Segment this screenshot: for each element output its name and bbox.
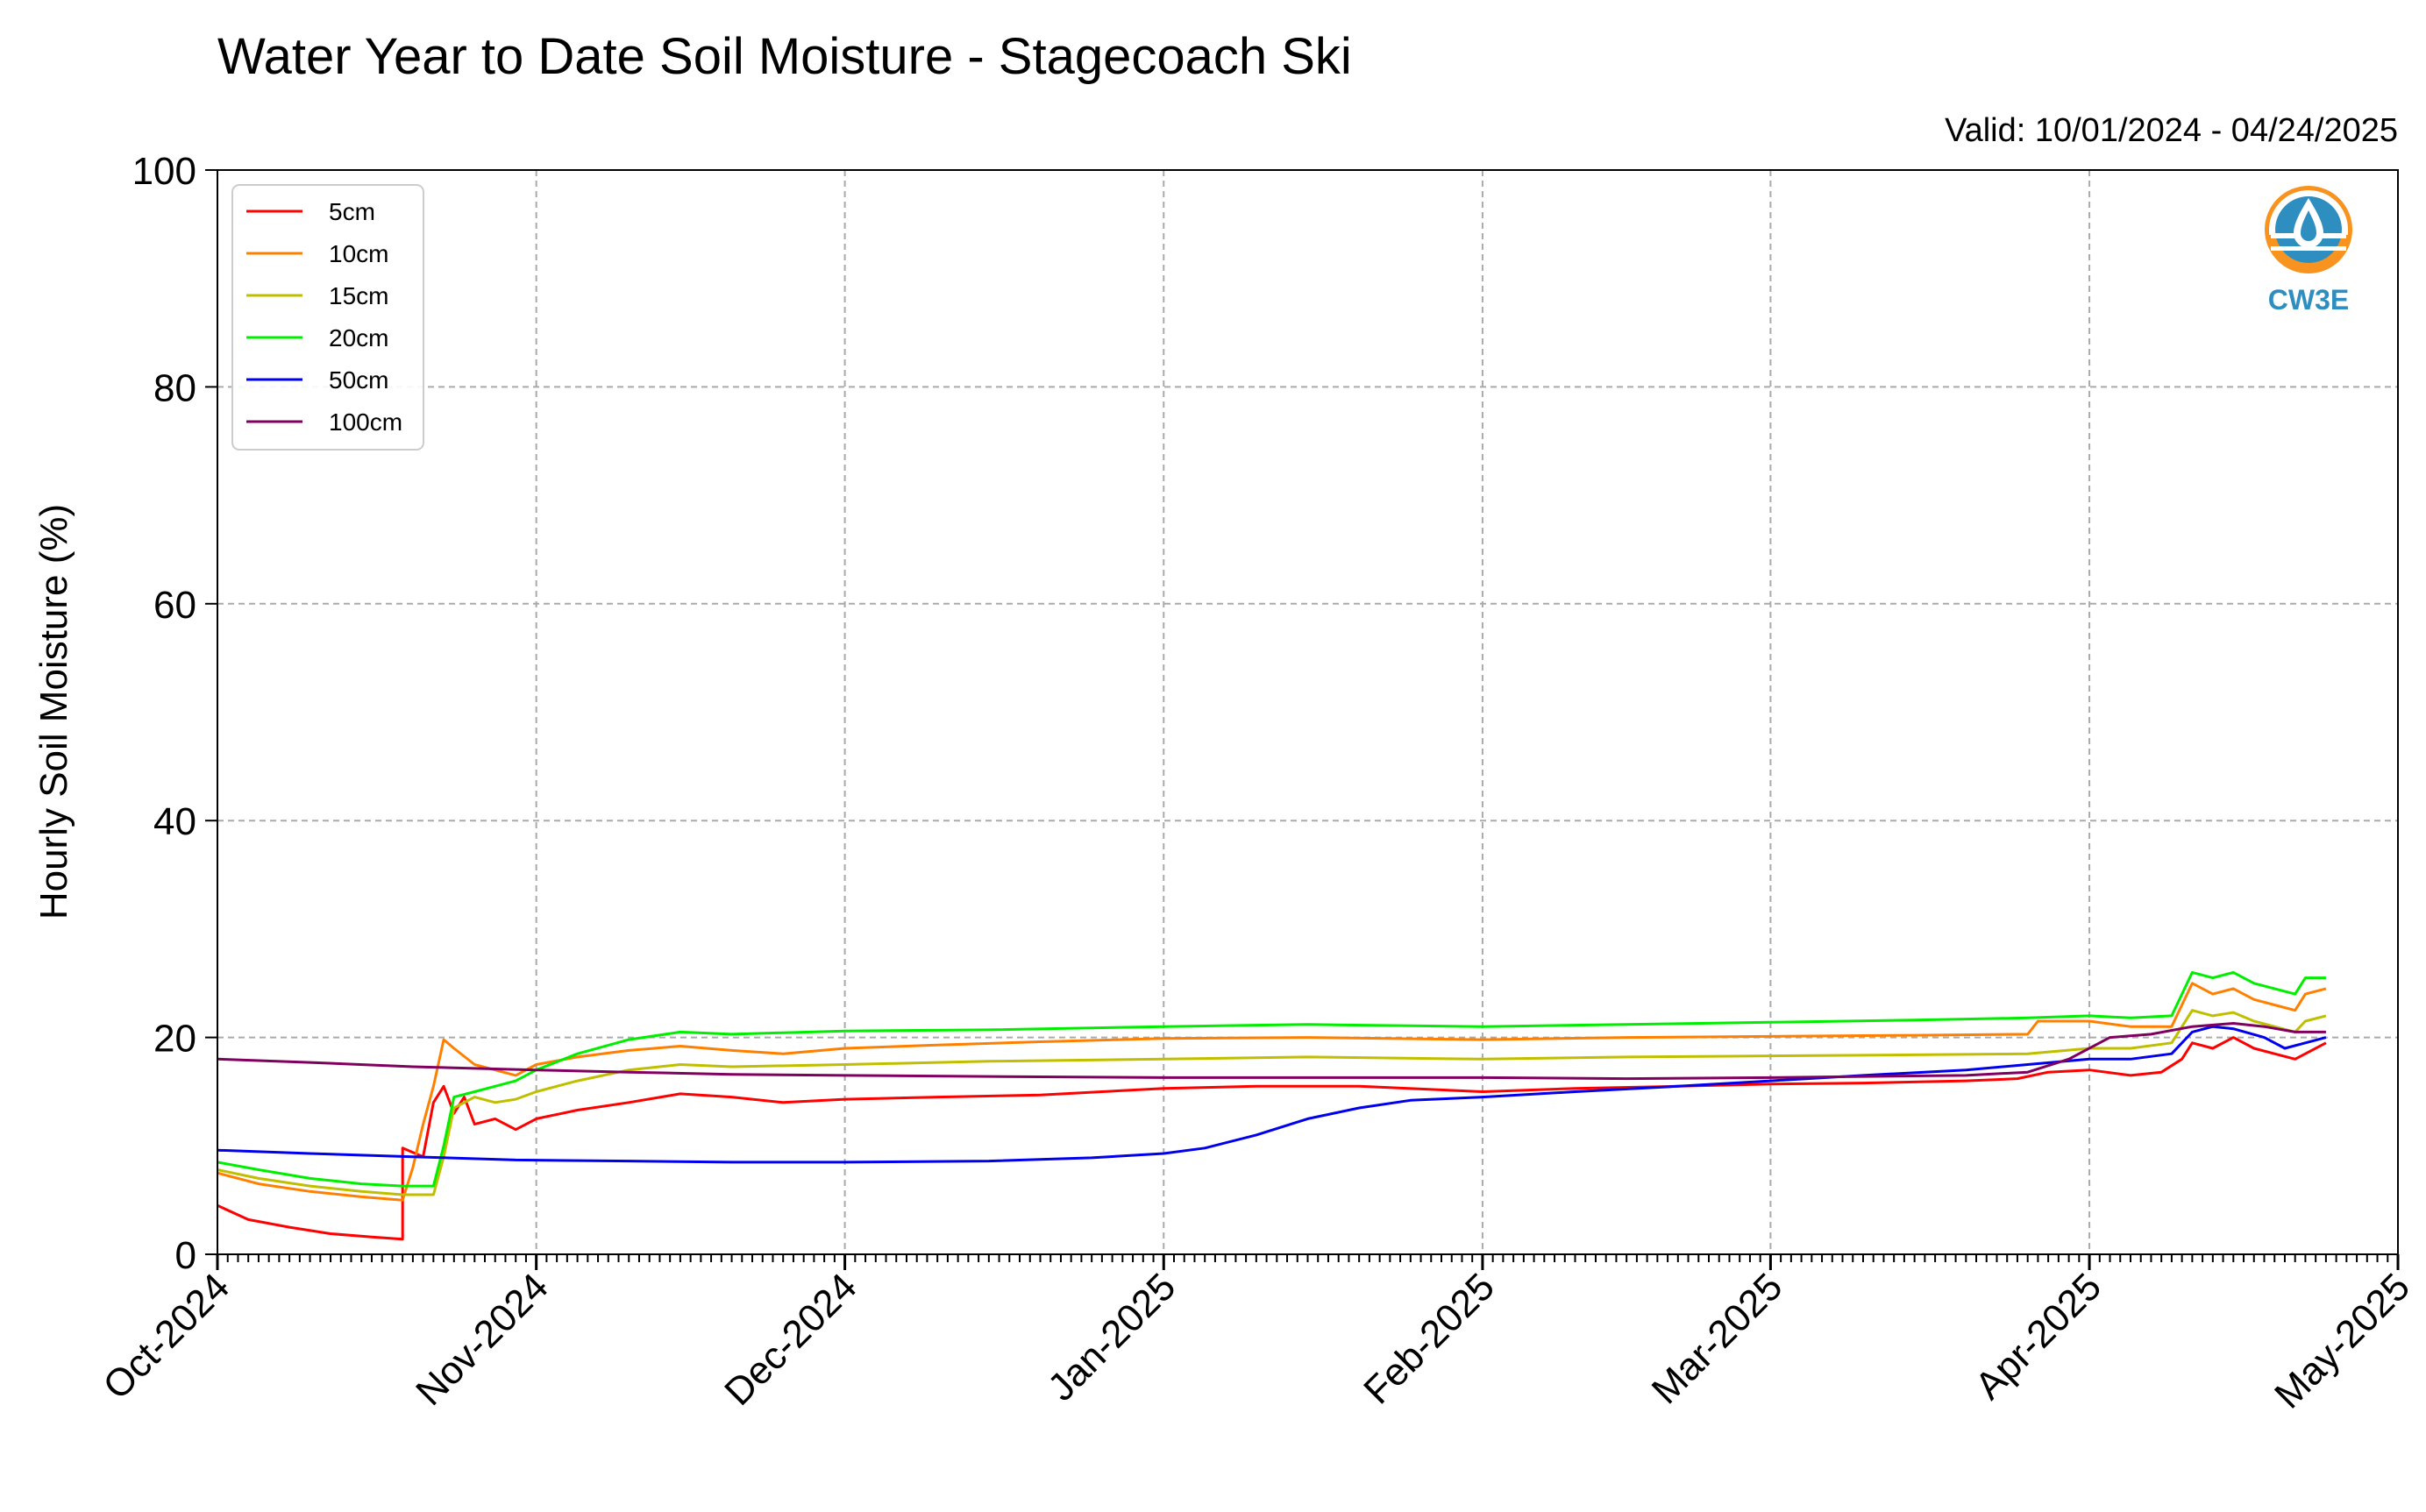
series-lines	[217, 970, 2327, 1241]
series-line-20cm	[217, 970, 2326, 1188]
y-tick-label: 100	[132, 150, 196, 193]
legend-label-10cm: 10cm	[329, 240, 388, 267]
series-line-100cm	[217, 1022, 2326, 1081]
legend-label-5cm: 5cm	[329, 198, 375, 225]
y-axis-label: Hourly Soil Moisture (%)	[32, 504, 75, 919]
legend-box	[231, 184, 424, 451]
y-tick-label: 40	[153, 800, 196, 843]
legend-label-100cm: 100cm	[329, 408, 402, 436]
grid-lines	[217, 170, 2398, 1254]
series-line-50cm	[217, 1025, 2327, 1164]
y-tick-label: 80	[153, 366, 196, 409]
series-line-15cm	[217, 1009, 2327, 1196]
series-line-5cm	[217, 1036, 2327, 1241]
series-line-10cm	[217, 982, 2327, 1202]
cw3e-logo: CW3E	[2265, 186, 2352, 316]
legend-label-50cm: 50cm	[329, 366, 388, 394]
y-tick-label: 0	[175, 1234, 196, 1277]
water-drop-sun-logo-icon	[2265, 186, 2352, 273]
legend-label-20cm: 20cm	[329, 324, 388, 351]
chart-subtitle: Valid: 10/01/2024 - 04/24/2025	[1945, 112, 2398, 149]
y-tick-label: 20	[153, 1018, 196, 1061]
y-tick-label: 60	[153, 584, 196, 627]
chart-title: Water Year to Date Soil Moisture - Stage…	[217, 28, 1352, 85]
legend: 5cm 10cm 15cm 20cm 50cm 100cm	[231, 184, 424, 451]
logo-text: CW3E	[2268, 284, 2349, 316]
legend-label-15cm: 15cm	[329, 282, 388, 309]
